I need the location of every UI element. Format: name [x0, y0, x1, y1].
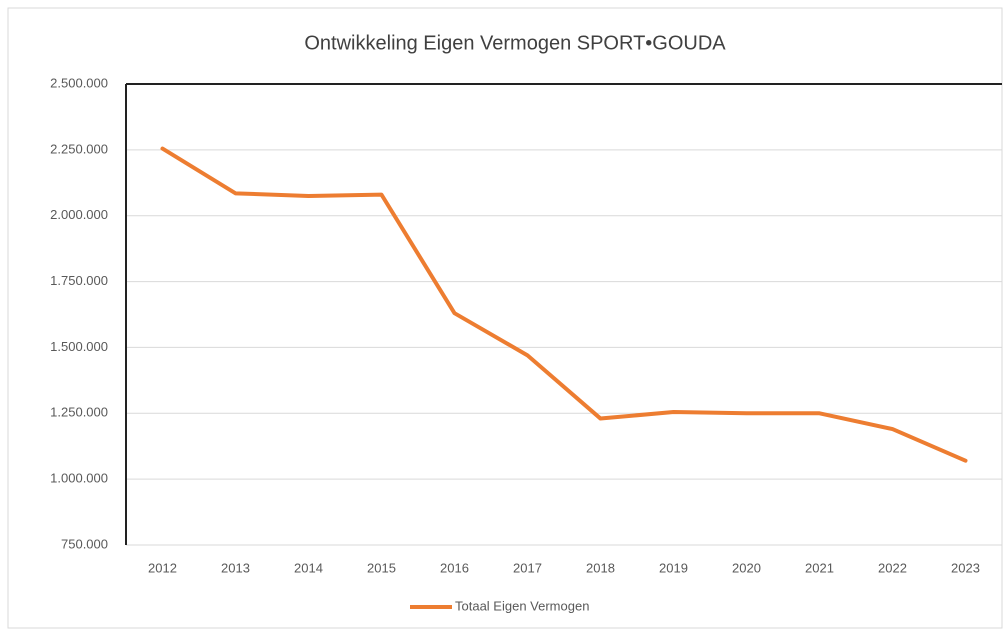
x-tick-label: 2012: [148, 560, 177, 575]
x-tick-label: 2023: [951, 560, 980, 575]
chart-frame: [7, 7, 1003, 629]
y-tick-label: 2.250.000: [50, 141, 108, 156]
x-tick-label: 2015: [367, 560, 396, 575]
legend-label: Totaal Eigen Vermogen: [455, 598, 589, 613]
x-tick-label: 2021: [805, 560, 834, 575]
y-tick-label: 2.000.000: [50, 207, 108, 222]
chart-title: Ontwikkeling Eigen Vermogen SPORT•GOUDA: [304, 32, 726, 54]
x-tick-label: 2017: [513, 560, 542, 575]
line-series: [160, 146, 968, 463]
x-tick-label: 2019: [659, 560, 688, 575]
y-tick-label: 1.250.000: [50, 405, 108, 420]
x-tick-label: 2022: [878, 560, 907, 575]
x-tick-label: 2013: [221, 560, 250, 575]
y-tick-label: 1.000.000: [50, 471, 108, 486]
y-tick-label: 2.500.000: [50, 75, 108, 90]
y-tick-label: 1.500.000: [50, 339, 108, 354]
x-tick-label: 2014: [294, 560, 323, 575]
y-tick-label: 1.750.000: [50, 273, 108, 288]
y-tick-label: 750.000: [61, 536, 108, 551]
x-tick-label: 2018: [586, 560, 615, 575]
x-tick-label: 2016: [440, 560, 469, 575]
x-tick-label: 2020: [732, 560, 761, 575]
